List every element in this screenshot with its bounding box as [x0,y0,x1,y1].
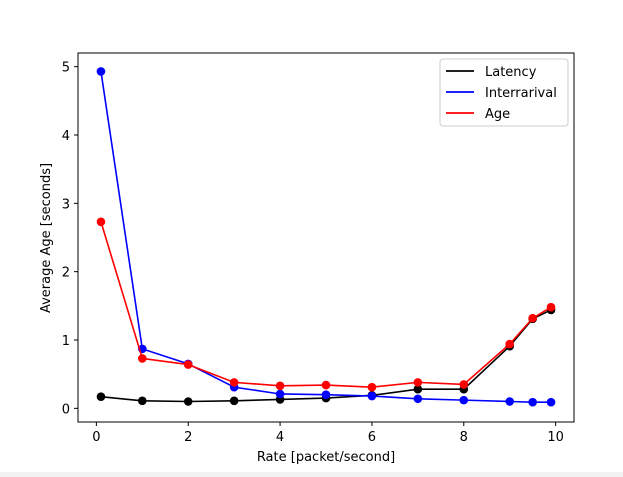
data-point-latency [229,396,239,406]
data-point-age [413,378,423,387]
data-point-latency [137,396,147,406]
data-point-interrarival [321,390,331,399]
series-age [96,217,556,392]
y-axis-label: Average Age [seconds] [39,163,54,313]
x-axis-label: Rate [packet/second] [257,450,395,465]
data-point-latency [96,392,106,402]
data-point-age [137,354,147,363]
x-tick-label: 0 [92,430,100,445]
data-point-age [546,302,556,312]
data-point-interrarival [505,397,515,406]
x-axis: 0 2 4 6 8 10 [92,422,564,445]
legend: Latency Interrarival Age [439,58,569,127]
data-point-interrarival [96,67,106,76]
y-tick-label: 2 [62,266,70,281]
y-axis: 0 1 2 3 4 5 [62,61,78,417]
data-point-latency [413,384,423,394]
data-point-interrarival [459,395,469,405]
data-point-age [183,360,193,369]
x-tick-label: 6 [368,430,376,445]
data-point-age [367,382,377,392]
x-tick-label: 10 [547,430,564,445]
data-point-age [459,380,469,389]
y-tick-label: 0 [62,402,70,417]
data-point-age [321,380,331,390]
data-point-latency [183,397,193,406]
data-point-age [96,217,106,227]
y-tick-label: 1 [62,334,70,349]
data-point-age [528,313,537,323]
plot-area [96,67,556,407]
axes-frame [77,52,575,423]
window-bottom-strip [0,472,623,477]
y-tick-label: 3 [62,197,70,212]
data-point-age [275,381,285,391]
data-point-age [229,378,239,387]
data-point-interrarival [546,397,556,407]
data-point-age [505,339,515,349]
data-point-interrarival [413,394,423,404]
legend-label-interrarival: Interrarival [485,86,557,101]
y-tick-label: 5 [62,61,70,76]
data-point-interrarival [528,397,537,407]
data-point-interrarival [275,389,285,399]
y-tick-label: 4 [62,129,70,144]
series-line-age [100,221,552,388]
legend-label-latency: Latency [485,65,537,80]
x-tick-label: 8 [460,430,468,445]
x-tick-label: 4 [276,430,284,445]
legend-frame [439,58,569,127]
x-tick-label: 2 [184,430,192,445]
data-point-interrarival [367,391,377,401]
legend-label-age: Age [485,107,510,122]
series-line-latency [100,309,552,403]
